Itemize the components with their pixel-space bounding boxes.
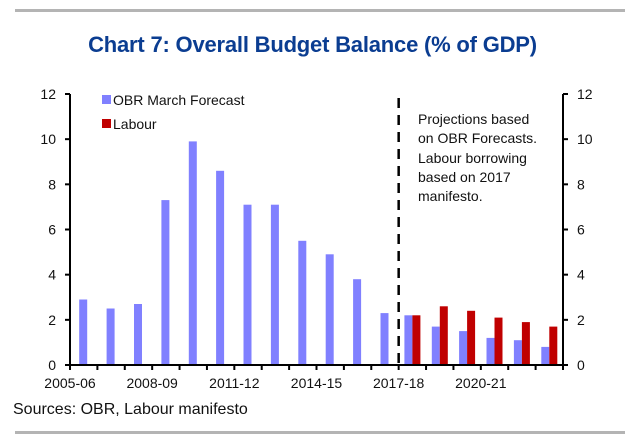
bar-obr-2016-17 [380, 313, 389, 365]
bar-obr-2008-09 [161, 200, 170, 365]
bar-obr-2022-23 [541, 346, 550, 365]
bars-group [79, 141, 558, 365]
legend-label-obr: OBR March Forecast [113, 92, 245, 108]
top-rule [15, 9, 625, 12]
bottom-rule [15, 431, 625, 434]
bar-obr-2013-14 [298, 240, 307, 365]
x-tick-label-2020-21: 2020-21 [455, 375, 507, 391]
y-tick-label-right-0: 0 [577, 357, 585, 373]
bar-obr-2012-13 [270, 204, 279, 365]
legend-label-labour: Labour [113, 116, 157, 132]
note-line-1: Projections based [418, 111, 529, 127]
bar-obr-2015-16 [353, 279, 362, 365]
bar-obr-2017-18 [404, 315, 413, 365]
x-tick-label-2011-12: 2011-12 [209, 375, 260, 391]
legend-swatch-obr [102, 95, 111, 104]
y-tick-label-left-8: 8 [48, 176, 56, 192]
bar-obr-2007-08 [134, 304, 142, 365]
bar-labour-2022-23 [549, 326, 558, 365]
x-tick-label-2005-06: 2005-06 [44, 375, 96, 391]
y-tick-label-left-10: 10 [40, 131, 56, 147]
bar-obr-2018-19 [431, 326, 440, 365]
y-tick-label-left-4: 4 [48, 267, 56, 283]
y-tick-label-left-6: 6 [48, 222, 56, 238]
y-tick-label-right-4: 4 [577, 267, 585, 283]
source-note: Sources: OBR, Labour manifesto [13, 401, 248, 418]
legend-swatch-labour [102, 119, 111, 128]
bar-obr-2006-07 [106, 308, 115, 365]
bar-labour-2018-19 [439, 306, 448, 365]
y-tick-label-left-2: 2 [48, 312, 56, 328]
bar-obr-2014-15 [325, 254, 334, 365]
y-tick-label-left-0: 0 [48, 357, 56, 373]
y-tick-label-right-12: 12 [577, 86, 593, 102]
y-tick-label-right-6: 6 [577, 222, 585, 238]
x-tick-label-2008-09: 2008-09 [126, 375, 178, 391]
chart-title: Chart 7: Overall Budget Balance (% of GD… [88, 32, 537, 57]
note-line-5: manifesto. [418, 188, 483, 204]
bar-obr-2021-22 [513, 340, 522, 365]
y-tick-label-right-2: 2 [577, 312, 585, 328]
bar-labour-2017-18 [412, 315, 421, 365]
bar-labour-2019-20 [467, 310, 476, 365]
note-line-3: Labour borrowing [418, 150, 527, 166]
x-tick-label-2017-18: 2017-18 [373, 375, 425, 391]
note-line-4: based on 2017 [418, 169, 511, 185]
bar-labour-2021-22 [521, 322, 530, 365]
bar-obr-2020-21 [486, 337, 495, 365]
y-tick-label-left-12: 12 [40, 86, 56, 102]
bar-obr-2011-12 [243, 204, 252, 365]
bar-labour-2020-21 [494, 317, 503, 365]
bar-obr-2010-11 [216, 170, 225, 365]
x-tick-label-2014-15: 2014-15 [291, 375, 343, 391]
bar-obr-2005-06 [79, 299, 88, 365]
bar-obr-2019-20 [459, 331, 468, 365]
y-tick-label-right-8: 8 [577, 176, 585, 192]
bar-obr-2009-10 [188, 141, 197, 365]
legend: OBR March Forecast Labour [102, 92, 245, 132]
axes-group: 0 2 4 6 8 10 12 0 2 4 6 8 10 12 2005-06 2008-09 2011-12 2… [40, 86, 592, 391]
projection-note: Projections based on OBR Forecasts. Labo… [418, 111, 537, 204]
y-tick-label-right-10: 10 [577, 131, 593, 147]
note-line-2: on OBR Forecasts. [418, 130, 537, 146]
